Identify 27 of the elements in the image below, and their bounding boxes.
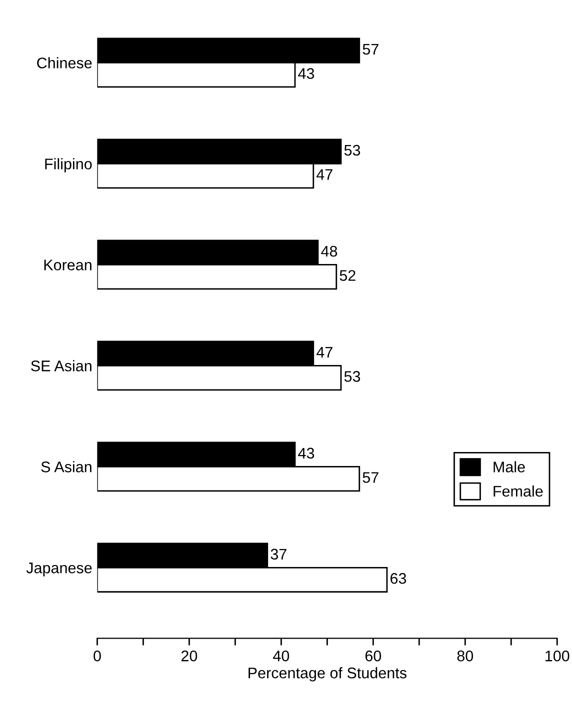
y-tick-label: Filipino <box>45 158 92 172</box>
y-tick-label: Korean <box>44 260 92 270</box>
data-label: 57 <box>362 472 378 483</box>
x-tick-label: 40 <box>273 650 290 662</box>
data-label: 47 <box>316 169 332 180</box>
data-label: 63 <box>390 573 406 584</box>
data-label: 53 <box>344 144 360 156</box>
y-tick-label: S Asian <box>41 461 92 472</box>
data-label: 57 <box>362 44 378 55</box>
data-label: 37 <box>270 548 286 560</box>
y-tick-label: Chinese <box>37 57 92 68</box>
data-label: 47 <box>316 346 332 358</box>
x-tick-label: 100 <box>546 650 570 662</box>
data-label: 52 <box>340 270 356 281</box>
data-label: 53 <box>344 371 360 382</box>
x-tick-label: 60 <box>365 650 382 662</box>
y-tick-label: Japanese <box>26 562 92 576</box>
x-tick-label: 80 <box>457 650 474 662</box>
x-tick-label: 20 <box>181 650 198 662</box>
data-label: 43 <box>298 448 314 459</box>
legend-label: Male <box>494 461 525 472</box>
data-label: 43 <box>298 68 314 79</box>
y-tick-label: SE Asian <box>31 360 92 372</box>
x-tick-label: 0 <box>94 650 101 662</box>
legend-label: Female <box>494 485 543 497</box>
x-axis-title: Percentage of Students <box>248 667 406 682</box>
data-label: 48 <box>321 246 338 257</box>
